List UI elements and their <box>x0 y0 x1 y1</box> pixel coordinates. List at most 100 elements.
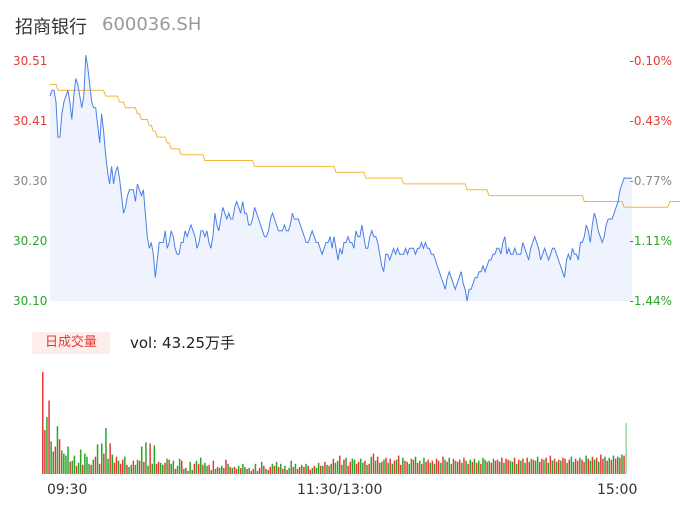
volume-bar <box>606 460 608 474</box>
volume-bar <box>73 455 76 474</box>
volume-bar <box>431 460 434 474</box>
volume-bar <box>269 466 271 474</box>
y-right-tick: -0.77% <box>629 174 672 188</box>
volume-bar <box>296 468 299 474</box>
volume-bar <box>619 457 621 474</box>
volume-bar <box>208 464 210 474</box>
volume-bar <box>410 458 413 474</box>
volume-bar <box>248 467 250 474</box>
volume-bar <box>237 465 240 474</box>
volume-bar <box>273 465 276 474</box>
volume-bar <box>48 400 50 474</box>
volume-bar <box>467 463 469 474</box>
volume-bar <box>425 461 427 474</box>
volume-bar <box>187 470 189 474</box>
volume-bar <box>256 470 259 474</box>
volume-bar <box>574 458 577 474</box>
volume-bar <box>461 462 463 474</box>
volume-bar <box>332 458 335 474</box>
volume-bar <box>534 460 537 474</box>
volume-readout: vol: 43.25万手 <box>130 334 235 352</box>
volume-bar <box>368 463 370 474</box>
volume-bar <box>195 460 198 474</box>
volume-bar <box>84 453 86 474</box>
volume-bar <box>212 460 215 474</box>
volume-bar <box>69 461 71 474</box>
volume-bar <box>324 461 326 474</box>
volume-bar <box>132 460 135 474</box>
volume-bar <box>374 460 377 474</box>
x-tick-label: 09:30 <box>47 482 88 498</box>
volume-bar <box>284 465 286 474</box>
volume-bar <box>200 457 202 474</box>
volume-bar <box>52 451 54 474</box>
volume-bar <box>349 461 351 474</box>
volume-bar <box>486 461 488 474</box>
volume-bar <box>416 462 419 474</box>
volume-bar <box>509 460 512 474</box>
volume-bar <box>141 446 143 474</box>
volume-bar <box>536 456 539 474</box>
volume-bar <box>176 465 179 474</box>
volume-bar <box>490 462 493 474</box>
volume-bar <box>423 457 425 474</box>
volume-bar <box>353 459 356 474</box>
volume-bar <box>492 458 495 474</box>
volume-bar <box>77 462 80 474</box>
volume-bar <box>90 464 92 474</box>
volume-bar <box>528 461 530 474</box>
volume-bar <box>610 459 613 474</box>
volume-bar <box>343 459 345 474</box>
y-left-tick: 30.30 <box>13 174 48 188</box>
x-tick-label: 15:00 <box>597 482 638 498</box>
volume-bar <box>309 469 311 474</box>
volume-bar <box>267 469 269 474</box>
y-left-tick: 30.10 <box>13 294 48 308</box>
y-left-tick: 30.51 <box>13 54 48 68</box>
volume-bar <box>233 466 236 474</box>
volume-bar <box>122 459 124 474</box>
volume-bar <box>387 462 389 474</box>
volume-bar <box>227 463 229 474</box>
volume-bar <box>159 462 162 474</box>
volume-bar <box>261 461 263 474</box>
volume-bar <box>452 458 455 474</box>
volume-bar <box>602 458 604 474</box>
volume-bar <box>446 461 448 474</box>
y-left-tick: 30.20 <box>13 234 48 248</box>
volume-bar <box>277 466 280 474</box>
volume-bar <box>328 465 330 474</box>
volume-bar <box>56 426 59 474</box>
y-right-tick: -1.11% <box>629 234 672 248</box>
volume-bar <box>545 457 547 474</box>
price-line <box>49 55 632 302</box>
volume-bar <box>149 443 151 474</box>
volume-bar <box>326 464 328 474</box>
volume-bar <box>595 457 598 474</box>
volume-bar <box>406 461 408 474</box>
volume-bar <box>345 457 347 474</box>
volume-bar <box>282 468 284 474</box>
volume-bar <box>109 443 111 474</box>
volume-bar <box>105 428 107 474</box>
volume-bar <box>507 459 509 474</box>
volume-bar <box>162 464 164 474</box>
stock-code: 600036.SH <box>102 14 202 35</box>
daily-volume-tab[interactable]: 日成交量 <box>32 332 110 354</box>
volume-bar <box>539 461 541 474</box>
volume-bar <box>360 458 362 474</box>
volume-bar <box>290 460 292 474</box>
volume-bar <box>547 462 549 474</box>
volume-bar <box>591 456 594 474</box>
volume-bar <box>549 455 552 474</box>
volume-bar <box>128 466 130 474</box>
volume-bar <box>280 463 282 474</box>
volume-bar <box>341 464 343 474</box>
volume-bar <box>103 453 105 474</box>
volume-bar <box>560 460 562 474</box>
volume-bar <box>564 458 566 474</box>
volume-bar <box>555 461 558 474</box>
volume-bar <box>389 458 391 474</box>
volume-bar <box>433 463 436 474</box>
